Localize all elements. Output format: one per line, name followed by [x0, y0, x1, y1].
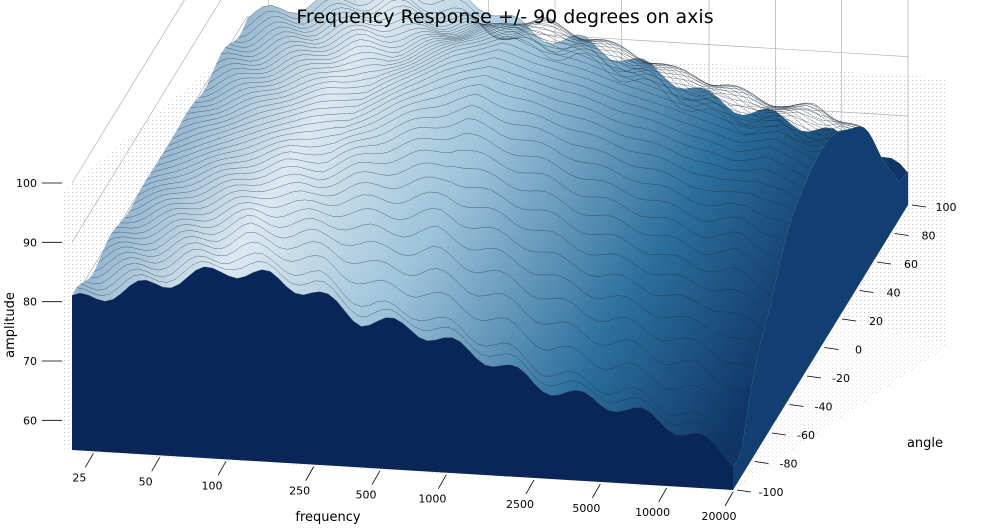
surface-side-face	[733, 126, 908, 491]
z-tick-label: 60	[23, 414, 37, 427]
x-tick-label: 1000	[418, 493, 446, 506]
contour-line	[115, 162, 777, 278]
grid-line	[71, 0, 185, 184]
surface-top	[72, 0, 908, 467]
contour-line	[80, 252, 742, 451]
contour-line	[238, 0, 900, 183]
y-tick-label: -100	[759, 486, 784, 499]
y-tick-label: -80	[780, 458, 798, 471]
y-tick-mark	[876, 261, 892, 265]
y-tick-mark	[754, 461, 769, 464]
chart-title: Frequency Response +/- 90 degrees on axi…	[296, 6, 713, 28]
x-tick-label: 50	[139, 475, 153, 488]
x-tick-label: 500	[356, 489, 377, 502]
contour-line	[128, 118, 790, 225]
z-tick-label: 90	[23, 236, 37, 249]
x-tick-label: 10000	[635, 506, 670, 519]
x-axis-label: frequency	[295, 510, 361, 525]
surface-plot	[71, 0, 909, 491]
x-tick-mark	[85, 453, 94, 468]
y-tick-label: -20	[832, 372, 850, 385]
x-tick-label: 250	[289, 485, 310, 498]
contour-line	[133, 104, 795, 212]
contour-line	[106, 191, 769, 315]
surface-front-face	[72, 266, 733, 490]
contour-line	[190, 22, 852, 129]
y-tick-mark	[806, 375, 822, 379]
z-tick-label: 100	[16, 177, 37, 190]
contour-line	[150, 66, 812, 173]
contour-line	[176, 26, 839, 132]
y-tick-label: -60	[797, 429, 815, 442]
x-tick-mark	[217, 461, 227, 476]
grid-line	[71, 0, 222, 243]
y-tick-label: -40	[815, 401, 833, 414]
contour-line	[207, 17, 869, 133]
contour-line	[89, 232, 751, 393]
contour-line	[163, 42, 825, 153]
contour-line	[159, 49, 821, 160]
x-tick-mark	[151, 457, 161, 472]
x-tick-mark	[591, 483, 601, 499]
contour-line	[181, 24, 843, 131]
contour-line	[124, 133, 786, 240]
y-tick-mark	[841, 318, 857, 322]
contour-line	[229, 5, 891, 171]
contour-line	[203, 17, 865, 128]
x-tick-mark	[724, 491, 734, 507]
contour-line	[98, 215, 760, 349]
contour-line	[93, 222, 755, 369]
x-tick-mark	[437, 474, 447, 489]
z-tick-label: 80	[23, 296, 37, 309]
surface-contours	[71, 0, 909, 467]
x-tick-mark	[305, 466, 315, 481]
y-tick-label: 20	[869, 315, 883, 328]
contour-line	[111, 176, 773, 297]
x-tick-mark	[658, 487, 668, 503]
y-tick-mark	[771, 432, 787, 436]
x-tick-mark	[525, 479, 535, 495]
y-tick-mark	[859, 290, 874, 293]
y-tick-mark	[894, 233, 909, 236]
contour-line	[155, 57, 817, 167]
y-tick-label: 60	[904, 258, 918, 271]
contour-line	[233, 0, 895, 176]
contour-line	[246, 0, 909, 174]
y-tick-label: 100	[936, 201, 957, 214]
contour-line	[146, 75, 808, 180]
z-axis-ticks: 100 90 80 70 60	[16, 177, 62, 427]
x-axis-ticks: 25 50 100 250 500 1000 2500 5000 10000 20000	[72, 453, 737, 523]
x-tick-mark	[371, 470, 381, 485]
y-tick-label: 80	[922, 230, 936, 243]
y-axis-label: angle	[907, 436, 943, 451]
contour-line	[168, 36, 830, 146]
contour-line	[76, 261, 738, 461]
contour-line	[242, 0, 904, 177]
contour-line	[120, 149, 782, 258]
x-tick-label: 2500	[506, 498, 534, 511]
z-axis-label: amplitude	[3, 292, 18, 358]
x-tick-label: 20000	[702, 510, 737, 523]
y-tick-mark	[911, 204, 927, 208]
contour-line	[211, 20, 874, 140]
y-tick-mark	[824, 347, 839, 350]
contour-line	[85, 242, 747, 421]
x-tick-label: 100	[202, 479, 223, 492]
contour-line	[137, 93, 799, 200]
x-tick-label: 25	[72, 471, 86, 484]
contour-line	[172, 30, 834, 139]
y-tick-label: 0	[855, 344, 862, 357]
y-tick-label: 40	[887, 287, 901, 300]
contour-line	[141, 84, 804, 190]
contour-line	[102, 208, 764, 332]
y-axis-ticks: 100 80 60 40 20 0 -20 -40 -60 -80 -100	[736, 201, 957, 499]
y-tick-mark	[789, 404, 804, 407]
z-tick-label: 70	[23, 355, 37, 368]
y-tick-mark	[736, 489, 752, 493]
x-tick-label: 5000	[572, 502, 600, 515]
contour-line	[216, 22, 878, 150]
